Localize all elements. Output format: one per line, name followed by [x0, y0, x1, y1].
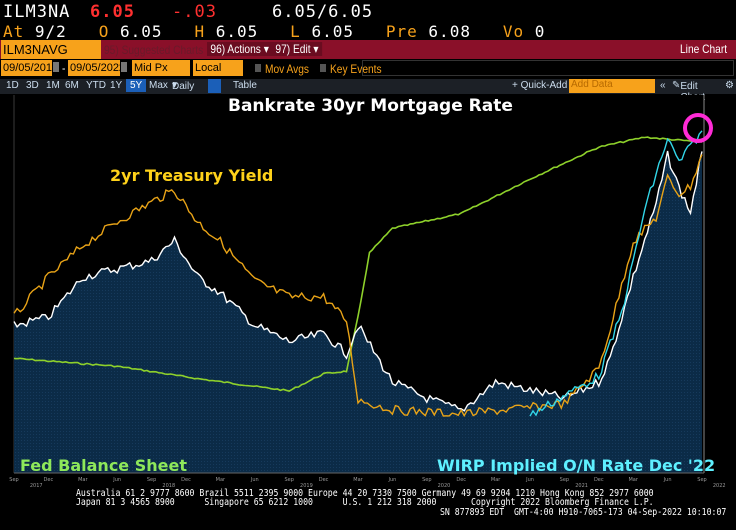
key-events-checkbox[interactable]	[320, 64, 326, 72]
mov-avgs-checkbox[interactable]	[255, 64, 261, 72]
calendar-icon[interactable]	[53, 62, 59, 72]
frequency-select[interactable]: Daily ▾	[172, 80, 195, 92]
treasury-series-line	[13, 154, 703, 418]
low-value: 6.05	[311, 22, 354, 41]
x-tick-label: Dec	[44, 477, 54, 483]
settings-gear-icon[interactable]: ⚙	[725, 80, 734, 91]
x-tick-label: Sep	[697, 477, 706, 483]
end-date-field[interactable]: 09/05/2022	[68, 60, 126, 76]
x-tick-label: Sep	[422, 477, 431, 483]
x-tick-label: Jun	[250, 477, 259, 483]
footer-contacts-2: Japan 81 3 4565 8900 Singapore 65 6212 1…	[76, 497, 654, 508]
mortgage-annotation: Bankrate 30yr Mortgage Rate	[228, 96, 513, 116]
x-tick-label: Dec	[319, 477, 329, 483]
last-price: 6.05	[90, 2, 135, 22]
x-tick-label: Mar	[78, 477, 88, 483]
x-tick-label: Jun	[112, 477, 121, 483]
volume-value: 0	[534, 22, 546, 41]
footer-contacts-1: Australia 61 2 9777 8600 Brazil 5511 239…	[76, 488, 654, 499]
mov-avgs-label[interactable]: Mov Avgs	[265, 62, 310, 76]
x-tick-label: Sep	[147, 477, 156, 483]
mortgage-area	[14, 151, 702, 473]
start-date-field[interactable]: 09/05/2017	[1, 60, 59, 76]
x-tick-label: Sep	[284, 477, 293, 483]
quick-add-button[interactable]: + Quick-Add	[512, 80, 568, 91]
treasury-annotation: 2yr Treasury Yield	[110, 166, 274, 185]
actions-menu[interactable]: 96) Actions ▾	[207, 42, 273, 56]
x-year-label: 2020	[438, 483, 451, 488]
security-field[interactable]: ILM3NAVG Index	[1, 40, 101, 76]
x-year-label: 2019	[300, 483, 313, 488]
currency-select[interactable]: Local CCY	[193, 60, 243, 90]
x-tick-label: Sep	[560, 477, 569, 483]
footer-session: SN 877893 EDT GMT-4:00 H910-7065-173 04-…	[440, 507, 727, 518]
x-tick-label: Jun	[525, 477, 534, 483]
x-tick-label: Dec	[456, 477, 466, 483]
actions-label: 96) Actions	[210, 42, 261, 56]
mortgage-series-line	[13, 150, 703, 412]
net-change: -.03	[172, 2, 217, 22]
high-label: H	[194, 22, 206, 41]
suggested-charts-button[interactable]: 95) Suggested Charts	[104, 43, 204, 57]
table-button[interactable]: Table	[233, 80, 257, 91]
frequency-label: Daily	[172, 81, 195, 92]
x-tick-label: Dec	[594, 477, 604, 483]
period-5y[interactable]: 5Y	[126, 79, 147, 92]
open-value: 6.05	[120, 22, 163, 41]
spacer	[362, 60, 734, 76]
x-tick-label: Jun	[663, 477, 672, 483]
low-label: L	[290, 22, 301, 41]
pre-label: Pre	[385, 22, 418, 41]
x-tick-label: Jun	[387, 477, 396, 483]
add-data-input[interactable]: Add Data	[569, 79, 655, 93]
edit-chart-button[interactable]: ✎ Edit Chart	[672, 80, 705, 103]
x-year-label: 2021	[575, 483, 588, 488]
price-type-field[interactable]: Mid Px	[132, 60, 190, 76]
collapse-icon[interactable]: «	[660, 80, 666, 91]
x-tick-label: Mar	[491, 477, 501, 483]
quote-date: 9/2	[34, 22, 67, 41]
bid-ask: 6.05/6.05	[272, 2, 374, 22]
pre-value: 6.08	[428, 22, 471, 41]
at-label: At	[3, 22, 25, 41]
wirp-annotation: WIRP Implied O/N Rate Dec '22	[437, 456, 716, 475]
fed-annotation: Fed Balance Sheet	[20, 456, 187, 475]
x-tick-label: Mar	[353, 477, 363, 483]
x-year-label: 2022	[713, 483, 726, 488]
period-1m[interactable]: 1M	[46, 80, 60, 91]
x-tick-label: Mar	[216, 477, 226, 483]
edit-label: 97) Edit	[275, 42, 311, 56]
edit-menu[interactable]: 97) Edit ▾	[272, 42, 322, 56]
period-toolbar: 1D 3D 1M 6M YTD 1Y 5Y Max Daily ▾ Table …	[0, 79, 736, 103]
ticker: ILM3NA	[3, 2, 71, 22]
calendar-icon[interactable]	[121, 62, 127, 72]
chart-type-label: Line Chart	[680, 42, 728, 56]
date-range-row: 09/05/2017 - 09/05/2022 Mid Px Local CCY…	[0, 60, 736, 90]
period-1d[interactable]: 1D	[6, 80, 19, 91]
command-bar: ILM3NAVG Index 95) Suggested Charts 96) …	[0, 40, 736, 76]
quote-line: At 9/2 O 6.05 H 6.05 L 6.05 Pre 6.08 Vo …	[3, 22, 545, 41]
fed-series-line	[13, 136, 703, 392]
x-tick-label: Sep	[9, 477, 18, 483]
line-chart-icon[interactable]	[208, 79, 221, 93]
x-year-label: 2018	[162, 483, 175, 488]
chart-canvas[interactable]: Sep Dec Mar Jun Sep Dec Mar Jun Sep Dec Mar Jun Sep D…	[0, 95, 736, 488]
period-3d[interactable]: 3D	[26, 80, 39, 91]
period-ytd[interactable]: YTD	[86, 80, 106, 91]
date-separator: -	[62, 61, 66, 75]
period-1y[interactable]: 1Y	[110, 80, 123, 91]
x-year-label: 2017	[30, 483, 43, 488]
wirp-series-line	[529, 130, 703, 417]
x-tick-label: Mar	[628, 477, 638, 483]
key-events-label[interactable]: Key Events	[330, 62, 382, 76]
high-value: 6.05	[215, 22, 259, 41]
volume-label: Vo	[502, 22, 525, 41]
highlight-circle	[683, 113, 713, 143]
period-max[interactable]: Max	[149, 80, 168, 91]
x-tick-label: Dec	[181, 477, 191, 483]
open-label: O	[98, 22, 110, 41]
period-6m[interactable]: 6M	[65, 80, 79, 91]
